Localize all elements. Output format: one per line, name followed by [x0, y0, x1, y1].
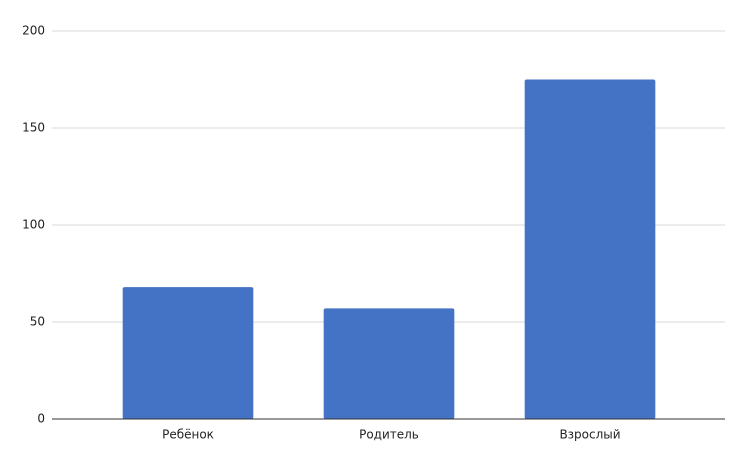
- bar: [323, 308, 455, 419]
- y-tick-label: 150: [22, 121, 45, 135]
- x-tick-label: Родитель: [359, 428, 419, 442]
- y-tick-label: 200: [22, 24, 45, 38]
- x-tick-label: Взрослый: [559, 428, 620, 442]
- y-tick-label: 0: [37, 412, 45, 426]
- y-tick-label: 100: [22, 218, 45, 232]
- bar: [122, 287, 254, 419]
- y-tick-label: 50: [30, 315, 45, 329]
- bar: [524, 79, 656, 419]
- x-tick-label: Ребёнок: [162, 428, 214, 442]
